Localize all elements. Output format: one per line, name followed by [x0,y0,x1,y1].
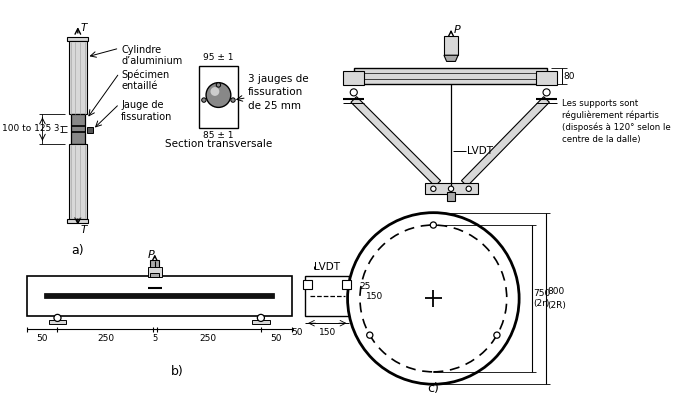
Circle shape [494,332,500,338]
Text: 50: 50 [36,334,48,343]
Bar [48,319,67,324]
Text: 150: 150 [366,292,384,301]
Text: 250: 250 [98,334,114,343]
Bar [199,66,238,128]
Bar [44,293,274,297]
Bar [150,260,160,269]
Text: P: P [454,25,460,35]
Bar [305,276,349,316]
Text: a): a) [71,244,84,257]
Bar [150,273,160,277]
Polygon shape [67,219,88,223]
Circle shape [543,89,550,96]
Circle shape [211,87,219,96]
Text: Les supports sont
régulièrement répartis
(disposés à 120° selon le
centre de la : Les supports sont régulièrement répartis… [561,99,670,144]
Text: 25: 25 [359,282,370,290]
Bar [87,127,93,133]
Polygon shape [351,97,441,186]
Text: T: T [81,22,87,32]
Circle shape [206,83,231,107]
Circle shape [216,83,221,87]
Bar [26,276,292,316]
Bar [304,280,312,289]
Bar [354,69,546,84]
Text: LVDT: LVDT [314,262,340,272]
Text: c): c) [427,382,439,396]
Text: 800: 800 [547,287,565,296]
Text: 80: 80 [563,72,575,81]
Text: b): b) [170,365,183,378]
Text: 95 ± 1: 95 ± 1 [203,53,234,62]
Circle shape [350,89,357,96]
Text: 150: 150 [318,328,336,337]
Text: 100 to 125: 100 to 125 [2,124,51,133]
Polygon shape [69,41,87,114]
Polygon shape [69,144,87,219]
Bar [147,267,162,277]
Text: Section transversale: Section transversale [165,139,272,149]
Bar [425,183,478,194]
Text: P: P [147,250,154,260]
Text: (2R): (2R) [547,301,566,310]
Bar [343,280,351,289]
Circle shape [202,98,206,102]
Circle shape [466,186,471,191]
Text: 250: 250 [199,334,217,343]
Text: Spécimen
entaillé: Spécimen entaillé [121,69,170,92]
Polygon shape [71,114,85,144]
Text: LVDT: LVDT [467,146,493,156]
Bar [448,192,454,201]
Circle shape [257,314,264,322]
Text: 5: 5 [152,334,157,343]
Text: Jauge de
fissuration: Jauge de fissuration [121,100,172,122]
Text: 50: 50 [271,334,282,343]
Text: 3 jauges de
fissuration
de 25 mm: 3 jauges de fissuration de 25 mm [248,74,308,111]
Text: 85 ± 1: 85 ± 1 [203,131,234,140]
Bar [343,71,364,85]
Polygon shape [67,37,88,41]
Text: T: T [81,225,87,235]
Text: 50: 50 [291,328,302,337]
Text: 750: 750 [533,289,551,297]
Circle shape [347,213,519,384]
Text: 3: 3 [53,124,59,133]
Circle shape [367,332,373,338]
Bar [252,319,270,324]
Circle shape [231,98,235,102]
Polygon shape [462,97,549,186]
Circle shape [431,186,436,191]
Text: (2r): (2r) [533,299,550,308]
Circle shape [54,314,61,322]
Polygon shape [444,55,458,62]
Circle shape [430,222,437,228]
Bar [444,36,458,55]
Bar [536,71,557,85]
Circle shape [448,186,454,191]
Text: Cylindre
d’aluminium: Cylindre d’aluminium [121,45,182,66]
